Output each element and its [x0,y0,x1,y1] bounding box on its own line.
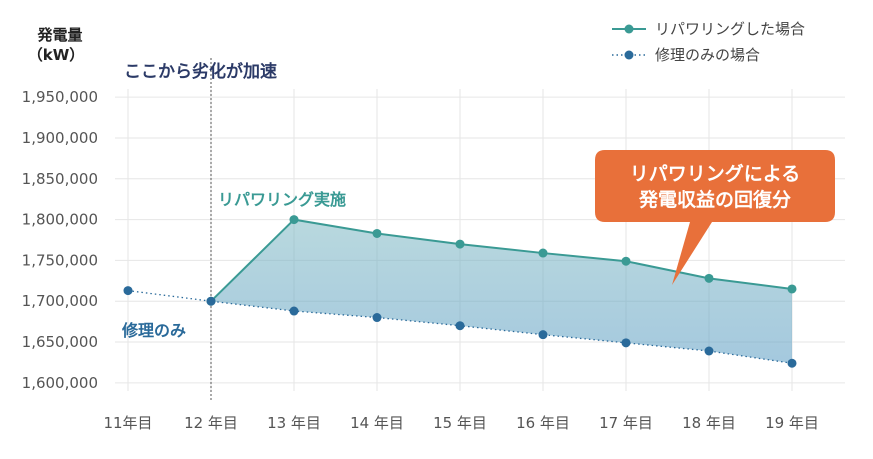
legend-marker-repair [624,50,634,60]
y-tick-label: 1,650,000 [22,333,98,351]
series-0-point [704,273,714,283]
callout-text-line2: 発電収益の回復分 [638,188,791,211]
legend-item-repower: リパワリングした場合 [612,20,805,38]
legend-label-repair: 修理のみの場合 [655,46,760,64]
series-1-point [621,338,631,348]
callout-text-line1: リパワリングによる [630,162,800,185]
series-points [123,215,797,368]
y-tick-label: 1,700,000 [22,292,98,310]
annotation-repair-only: 修理のみ [121,321,186,340]
series-line-0 [210,218,793,302]
annotation-repower: リパワリング実施 [218,190,346,209]
y-tick-label: 1,600,000 [22,374,98,392]
y-tick-labels: 1,600,000 1,650,000 1,700,000 1,750,000 1,80… [22,88,98,392]
series-0-point [787,284,797,294]
series-0-point [538,248,548,258]
x-tick-label: 17 年目 [599,414,653,432]
x-tick-label: 19 年目 [765,414,819,432]
x-tick-label: 13 年目 [267,414,321,432]
x-tick-label: 16 年目 [516,414,570,432]
recovery-area-fill [211,219,792,364]
y-axis-label-line2: （kW） [28,46,85,64]
series-1-point [372,313,382,323]
legend: リパワリングした場合 修理のみの場合 [612,20,805,64]
series-1-point [206,296,216,306]
series-1-point [704,346,714,356]
x-tick-label: 12 年目 [184,414,238,432]
y-tick-label: 1,950,000 [22,88,98,106]
x-tick-labels: 11年目 12 年目 13 年目 14 年目 15 年目 16 年目 17 年目 18 年目 1… [103,414,818,432]
y-tick-label: 1,850,000 [22,170,98,188]
series-1-point [787,358,797,368]
series-1-point [455,321,465,331]
x-tick-label: 11年目 [103,414,152,432]
series-0-point [455,239,465,249]
x-tick-label: 18 年目 [682,414,736,432]
legend-label-repower: リパワリングした場合 [655,20,805,38]
y-tick-label: 1,900,000 [22,129,98,147]
x-tick-label: 15 年目 [433,414,487,432]
callout-shape [595,150,835,285]
series-0-point [289,215,299,225]
series-0-point [621,256,631,266]
annotation-accelerate: ここから劣化が加速 [124,61,277,82]
series-1-point [289,306,299,316]
recovery-area [211,219,792,364]
series-1-point [123,286,133,296]
series-1-point [538,330,548,340]
callout-box: リパワリングによる 発電収益の回復分 [595,150,835,285]
y-axis-label-line1: 発電量 [36,26,82,44]
legend-marker-repower [624,24,634,34]
legend-item-repair: 修理のみの場合 [612,46,760,64]
y-tick-label: 1,750,000 [22,251,98,269]
x-tick-label: 14 年目 [350,414,404,432]
series-0-point [372,228,382,238]
y-tick-label: 1,800,000 [22,211,98,229]
